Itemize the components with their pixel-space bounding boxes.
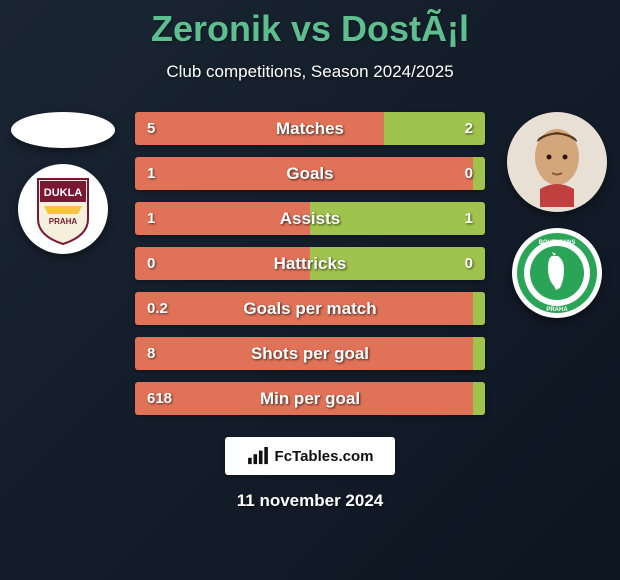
stat-right-value: 0 bbox=[465, 255, 473, 272]
stat-bars: 52Matches10Goals11Assists00Hattricks0.2G… bbox=[135, 112, 485, 415]
date-label: 11 november 2024 bbox=[0, 491, 620, 511]
stat-bar-left: 0.2 bbox=[135, 292, 485, 325]
left-player-column: DUKLA PRAHA bbox=[8, 112, 118, 254]
face-icon bbox=[512, 117, 602, 207]
subtitle: Club competitions, Season 2024/2025 bbox=[0, 62, 620, 82]
club-right-logo: BOHEMIANS PRAHA bbox=[512, 228, 602, 318]
stat-bar-right: 0 bbox=[310, 247, 485, 280]
right-player-column: BOHEMIANS PRAHA bbox=[502, 112, 612, 318]
stat-bar-right bbox=[473, 292, 485, 325]
stat-left-value: 0 bbox=[147, 255, 155, 272]
stat-bar-right: 2 bbox=[384, 112, 486, 145]
svg-text:PRAHA: PRAHA bbox=[546, 307, 568, 313]
club-left-logo: DUKLA PRAHA bbox=[18, 164, 108, 254]
stat-bar: 52Matches bbox=[135, 112, 485, 145]
bohemians-logo-icon: BOHEMIANS PRAHA bbox=[512, 228, 602, 318]
stat-bar-right bbox=[473, 337, 485, 370]
dukla-logo-icon: DUKLA PRAHA bbox=[18, 164, 108, 254]
watermark: FcTables.com bbox=[225, 437, 395, 475]
stat-bar-left: 8 bbox=[135, 337, 485, 370]
stat-bar: 0.2Goals per match bbox=[135, 292, 485, 325]
stat-right-value: 0 bbox=[465, 165, 473, 182]
svg-text:DUKLA: DUKLA bbox=[44, 187, 83, 199]
stat-bar: 00Hattricks bbox=[135, 247, 485, 280]
stat-left-value: 1 bbox=[147, 165, 155, 182]
svg-text:BOHEMIANS: BOHEMIANS bbox=[539, 240, 576, 246]
stat-bar-right bbox=[473, 382, 485, 415]
stat-bar-right: 1 bbox=[310, 202, 485, 235]
stat-bar-right: 0 bbox=[473, 157, 485, 190]
watermark-text: FcTables.com bbox=[275, 448, 374, 465]
stat-bar-left: 1 bbox=[135, 157, 485, 190]
stat-bar-left: 618 bbox=[135, 382, 485, 415]
stat-left-value: 1 bbox=[147, 210, 155, 227]
page-title: Zeronik vs DostÃ¡l bbox=[0, 0, 620, 50]
stat-bar: 618Min per goal bbox=[135, 382, 485, 415]
stat-bar-left: 1 bbox=[135, 202, 310, 235]
svg-text:PRAHA: PRAHA bbox=[49, 217, 78, 226]
stat-right-value: 2 bbox=[465, 120, 473, 137]
stat-bar-left: 5 bbox=[135, 112, 384, 145]
player-left-avatar bbox=[11, 112, 115, 148]
player-right-avatar bbox=[507, 112, 607, 212]
stat-bar: 8Shots per goal bbox=[135, 337, 485, 370]
stat-left-value: 8 bbox=[147, 345, 155, 362]
main-content: DUKLA PRAHA BOHEMIANS bbox=[0, 112, 620, 415]
stat-bar: 11Assists bbox=[135, 202, 485, 235]
stat-left-value: 0.2 bbox=[147, 300, 168, 317]
stat-right-value: 1 bbox=[465, 210, 473, 227]
chart-icon bbox=[247, 447, 269, 465]
stat-left-value: 618 bbox=[147, 390, 172, 407]
stat-bar: 10Goals bbox=[135, 157, 485, 190]
stat-bar-left: 0 bbox=[135, 247, 310, 280]
stat-left-value: 5 bbox=[147, 120, 155, 137]
